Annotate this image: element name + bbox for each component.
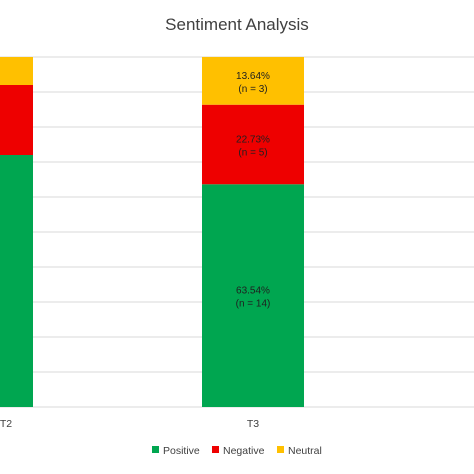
category-axis: T2 T3 <box>0 418 259 430</box>
segment-percent-label: 22.73% <box>236 134 270 145</box>
category-label: T2 <box>0 418 12 430</box>
legend: Positive Negative Neutral <box>152 445 322 457</box>
legend-swatch-neutral <box>277 446 284 453</box>
bar-segment-neutral <box>202 56 304 105</box>
segment-labels: 4%19)%0)2%2)63.54%(n = 14)22.73%(n = 5)1… <box>236 71 271 310</box>
legend-swatch-negative <box>212 446 219 453</box>
bars <box>0 56 304 407</box>
bar-segment-neutral <box>0 57 33 85</box>
legend-label-positive: Positive <box>163 445 200 457</box>
bar-segment-positive <box>202 184 304 407</box>
bar-segment-positive <box>0 155 33 407</box>
chart-title: Sentiment Analysis <box>165 15 309 34</box>
bar-segment-negative <box>0 85 33 155</box>
legend-label-neutral: Neutral <box>288 445 322 457</box>
legend-label-negative: Negative <box>223 445 265 457</box>
segment-percent-label: 13.64% <box>236 71 270 82</box>
legend-swatch-positive <box>152 446 159 453</box>
segment-count-label: (n = 14) <box>236 299 271 310</box>
segment-percent-label: 63.54% <box>236 286 270 297</box>
segment-count-label: (n = 5) <box>238 147 267 158</box>
bar-segment-negative <box>202 104 304 185</box>
segment-count-label: (n = 3) <box>238 84 267 95</box>
category-label: T3 <box>247 418 259 430</box>
